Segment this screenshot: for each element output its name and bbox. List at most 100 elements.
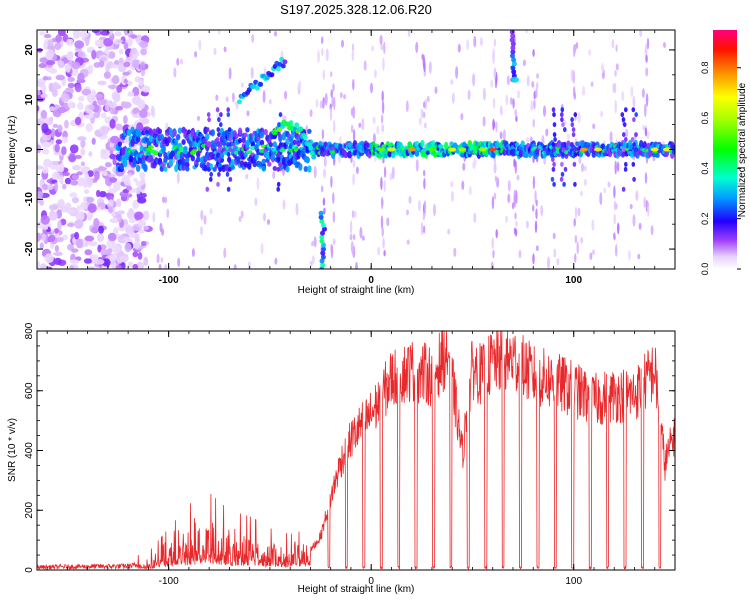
heatmap-cell xyxy=(47,76,52,81)
heatmap-cell xyxy=(94,39,102,47)
heatmap-cell xyxy=(592,249,595,255)
heatmap-cell xyxy=(134,211,144,220)
heatmap-cell xyxy=(277,132,281,138)
heatmap-cell xyxy=(139,109,148,119)
heatmap-cell xyxy=(547,256,550,269)
heatmap-cell xyxy=(624,137,628,142)
heatmap-cell xyxy=(563,166,568,172)
heatmap-cell xyxy=(217,30,221,35)
heatmap-cell xyxy=(552,232,556,240)
heatmap-cell xyxy=(147,145,154,150)
heatmap-cell xyxy=(52,123,59,128)
heatmap-cell xyxy=(135,135,141,143)
heatmap-cell xyxy=(123,115,128,125)
heatmap-cell xyxy=(52,81,60,91)
heatmap-cell xyxy=(207,117,211,123)
heatmap-cell xyxy=(91,49,97,60)
heatmap-cell xyxy=(450,190,454,202)
heatmap-cell xyxy=(591,219,595,231)
heatmap-cell xyxy=(247,261,251,269)
heatmap-cell xyxy=(321,101,325,109)
heatmap-cell xyxy=(341,39,344,48)
heatmap-cell xyxy=(644,171,648,184)
heatmap-cell xyxy=(600,110,604,118)
heatmap-cell xyxy=(407,30,411,38)
heatmap-cell xyxy=(361,235,365,241)
heatmap-cell xyxy=(198,39,202,51)
heatmap-cell xyxy=(104,102,110,112)
heatmap-cell xyxy=(168,158,174,167)
heatmap-cell xyxy=(91,137,96,145)
heatmap-cell xyxy=(320,262,326,268)
heatmap-cell xyxy=(581,162,584,173)
heatmap-cell xyxy=(420,139,425,148)
heatmap-cell xyxy=(57,30,66,37)
snr-ytick-label: 400 xyxy=(24,442,35,459)
heatmap-cell xyxy=(85,123,93,133)
heatmap-cell xyxy=(225,171,230,177)
heatmap-cell xyxy=(141,192,147,198)
heatmap-cell xyxy=(79,210,85,221)
heatmap-cell xyxy=(57,106,67,114)
colorbar-label: Normalized spectral amplitude xyxy=(737,82,748,217)
heatmap-cell xyxy=(570,142,574,147)
heatmap-cell xyxy=(574,43,577,53)
heatmap-cell xyxy=(277,122,281,128)
heatmap-cell xyxy=(422,54,425,69)
heatmap-cell xyxy=(333,96,336,111)
heatmap-cell xyxy=(112,244,121,254)
heatmap-cell xyxy=(447,228,451,235)
heatmap-cell xyxy=(123,175,130,186)
heatmap-cell xyxy=(60,93,70,103)
heatmap-cell xyxy=(461,180,465,190)
heatmap-cell xyxy=(621,117,626,123)
heatmap-cell xyxy=(80,201,88,211)
heatmap-cell xyxy=(258,162,263,167)
heatmap-cell xyxy=(57,124,63,133)
heatmap-cell xyxy=(423,111,426,119)
heatmap-cell xyxy=(91,89,97,98)
heatmap-cell xyxy=(573,112,578,118)
heatmap-cell xyxy=(180,58,183,65)
heatmap-cell xyxy=(352,109,356,119)
heatmap-cell xyxy=(111,64,119,69)
heatmap-cell xyxy=(350,155,353,164)
heatmap-cell xyxy=(288,120,294,126)
heatmap-cell xyxy=(48,234,56,242)
heatmap-cell xyxy=(53,257,62,265)
heatmap-cell xyxy=(386,217,390,227)
heatmap-cell xyxy=(100,112,107,119)
colorbar: 0.0 0.2 0.4 0.6 0.8 Normalized spectral ampl… xyxy=(700,30,748,275)
heatmap-cell xyxy=(126,129,132,136)
heatmap-cell xyxy=(298,126,304,132)
heatmap-cell xyxy=(552,161,556,167)
heatmap-cell xyxy=(553,248,557,258)
heatmap-cell xyxy=(607,181,611,188)
heatmap-cell xyxy=(494,175,498,183)
heatmap-cell xyxy=(122,71,130,76)
heatmap-cell xyxy=(562,147,566,152)
heatmap-cell xyxy=(215,137,220,142)
heatmap-cell xyxy=(311,255,315,264)
heatmap-cell xyxy=(181,139,186,146)
heatmap-cell xyxy=(225,96,229,102)
heatmap-cell xyxy=(41,233,47,242)
heatmap-cell xyxy=(115,198,122,208)
heatmap-cell xyxy=(209,171,213,177)
heatmap-cell xyxy=(127,91,135,97)
heatmap-cell xyxy=(259,148,265,153)
heatmap-cell xyxy=(491,196,495,210)
heatmap-cell xyxy=(87,170,94,177)
heatmap-cell xyxy=(274,257,278,265)
heatmap-cell xyxy=(86,211,94,220)
heatmap-cell xyxy=(276,166,281,172)
heatmap-cell xyxy=(181,158,186,166)
heatmap-cell xyxy=(372,116,376,124)
heatmap-cell xyxy=(97,98,107,106)
heatmap-cell xyxy=(228,67,232,80)
heatmap-cell xyxy=(226,107,230,113)
heatmap-cell xyxy=(275,66,281,72)
heatmap-cell xyxy=(319,218,325,224)
heatmap-cell xyxy=(118,57,124,65)
heatmap-cell xyxy=(423,200,427,212)
